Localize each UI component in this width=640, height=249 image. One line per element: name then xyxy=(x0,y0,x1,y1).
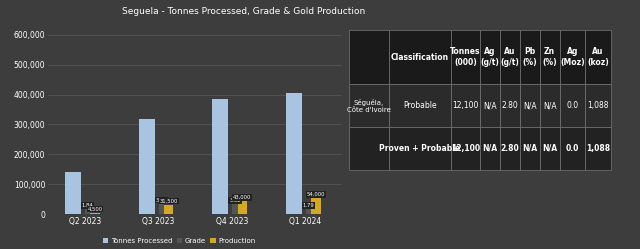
Bar xyxy=(480,84,500,127)
Bar xyxy=(585,84,611,127)
Text: 31,500: 31,500 xyxy=(159,198,178,203)
Bar xyxy=(540,84,559,127)
Text: Ag
(g/t): Ag (g/t) xyxy=(481,47,499,67)
Bar xyxy=(159,204,164,214)
Text: 1.84: 1.84 xyxy=(82,203,93,208)
Text: Pb
(%): Pb (%) xyxy=(522,47,537,67)
Text: Au
(g/t): Au (g/t) xyxy=(500,47,519,67)
Text: Tonnes
(000): Tonnes (000) xyxy=(451,47,481,67)
Bar xyxy=(520,84,540,127)
Bar xyxy=(285,93,302,214)
Text: N/A: N/A xyxy=(542,144,557,153)
Text: Au
(koz): Au (koz) xyxy=(587,47,609,67)
Text: 2.80: 2.80 xyxy=(501,101,518,110)
Bar xyxy=(85,209,90,214)
Bar xyxy=(559,127,585,170)
Bar xyxy=(388,84,451,127)
Text: N/A: N/A xyxy=(522,144,537,153)
Text: 1.79: 1.79 xyxy=(303,203,314,208)
Text: 43,000: 43,000 xyxy=(233,195,252,200)
Bar xyxy=(520,30,540,84)
Text: Proven + Probable: Proven + Probable xyxy=(380,144,461,153)
Bar xyxy=(520,127,540,170)
Text: N/A: N/A xyxy=(483,101,497,110)
Text: 4,500: 4,500 xyxy=(88,207,102,212)
Text: N/A: N/A xyxy=(543,101,556,110)
Text: Seguela - Tonnes Processed, Grade & Gold Production: Seguela - Tonnes Processed, Grade & Gold… xyxy=(122,7,365,16)
Text: 3.83: 3.83 xyxy=(156,198,167,203)
Bar xyxy=(349,127,388,170)
Bar xyxy=(388,127,451,170)
Text: Ag
(Moz): Ag (Moz) xyxy=(560,47,585,67)
Bar xyxy=(65,172,81,214)
Text: Zn
(%): Zn (%) xyxy=(542,47,557,67)
Text: 1,088: 1,088 xyxy=(588,101,609,110)
Bar xyxy=(500,84,520,127)
Bar xyxy=(138,119,155,214)
Text: Probable: Probable xyxy=(403,101,437,110)
Bar xyxy=(500,127,520,170)
Bar xyxy=(212,99,228,214)
Bar xyxy=(451,30,480,84)
Bar xyxy=(90,213,100,214)
Bar xyxy=(311,198,321,214)
Text: N/A: N/A xyxy=(523,101,536,110)
Bar xyxy=(559,30,585,84)
Bar xyxy=(164,205,173,214)
Bar xyxy=(540,30,559,84)
Text: Séguéla,
Côte d'Ivoire: Séguéla, Côte d'Ivoire xyxy=(347,99,390,113)
Text: 0.0: 0.0 xyxy=(566,144,579,153)
Bar xyxy=(585,30,611,84)
Text: 2.80: 2.80 xyxy=(500,144,519,153)
Bar xyxy=(232,204,237,214)
Text: N/A: N/A xyxy=(482,144,497,153)
Text: 54,000: 54,000 xyxy=(307,192,325,197)
Text: 12,100: 12,100 xyxy=(451,144,480,153)
Bar xyxy=(306,209,311,214)
Text: 12,100: 12,100 xyxy=(452,101,479,110)
Bar xyxy=(585,127,611,170)
Text: 1,088: 1,088 xyxy=(586,144,610,153)
Bar xyxy=(451,127,480,170)
Bar xyxy=(559,84,585,127)
Bar xyxy=(349,30,388,84)
Text: 3.62: 3.62 xyxy=(229,198,241,203)
Bar xyxy=(480,127,500,170)
Bar xyxy=(349,84,388,127)
Legend: Tonnes Processed, Grade, Production: Tonnes Processed, Grade, Production xyxy=(101,237,257,246)
Bar xyxy=(451,84,480,127)
Bar xyxy=(237,201,247,214)
Text: 0.0: 0.0 xyxy=(566,101,579,110)
Bar xyxy=(480,30,500,84)
Bar xyxy=(540,127,559,170)
Text: Classification: Classification xyxy=(391,53,449,62)
Bar xyxy=(388,30,451,84)
Bar xyxy=(500,30,520,84)
